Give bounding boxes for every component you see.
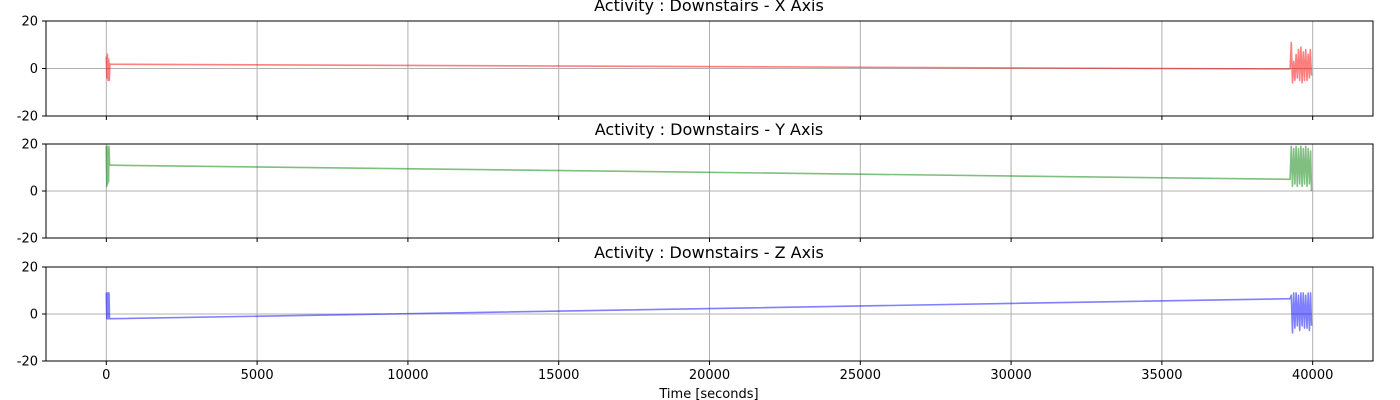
data-series [105, 41, 1313, 84]
y-tick-label: 0 [30, 308, 38, 323]
x-tick-label: 15000 [538, 368, 579, 383]
y-axis: -20 0 20 [17, 138, 46, 247]
x-axis [105, 116, 1314, 120]
x-tick-label: 20000 [689, 368, 730, 383]
subplot-title: Activity : Downstairs - Z Axis [594, 243, 824, 262]
subplot-title: Activity : Downstairs - Y Axis [595, 120, 824, 139]
y-tick-label: -20 [17, 110, 38, 125]
series-line [105, 145, 1313, 192]
subplot-x-axis: Activity : Downstairs - X Axis -20 0 20 [17, 0, 1374, 125]
y-tick-label: -20 [17, 232, 38, 247]
y-tick-label: -20 [17, 355, 38, 370]
subplot-title: Activity : Downstairs - X Axis [594, 0, 824, 15]
y-tick-label: 0 [30, 185, 38, 200]
x-tick-label: 30000 [990, 368, 1031, 383]
y-axis: -20 0 20 [17, 15, 46, 125]
subplot-z-axis: Activity : Downstairs - Z Axis 0 5000 1000… [17, 243, 1374, 400]
x-tick-label: 25000 [840, 368, 881, 383]
y-tick-label: 0 [30, 62, 38, 77]
x-tick-label: 5000 [241, 368, 274, 383]
y-axis: -20 0 20 [17, 261, 46, 370]
y-tick-label: 20 [21, 261, 38, 276]
y-tick-label: 20 [21, 138, 38, 153]
series-line [105, 41, 1313, 84]
data-series [105, 145, 1313, 192]
x-tick-label: 40000 [1292, 368, 1333, 383]
subplot-y-axis: Activity : Downstairs - Y Axis -20 0 20 [17, 120, 1374, 247]
x-axis [105, 238, 1314, 242]
x-axis: 0 5000 10000 15000 20000 25000 30000 35000 40000 [102, 361, 1333, 383]
series-line [105, 292, 1313, 334]
x-tick-label: 35000 [1141, 368, 1182, 383]
x-tick-label: 10000 [387, 368, 428, 383]
y-tick-label: 20 [21, 15, 38, 30]
x-axis-label: Time [seconds] [658, 387, 758, 400]
x-tick-label: 0 [102, 368, 110, 383]
data-series [105, 292, 1313, 334]
